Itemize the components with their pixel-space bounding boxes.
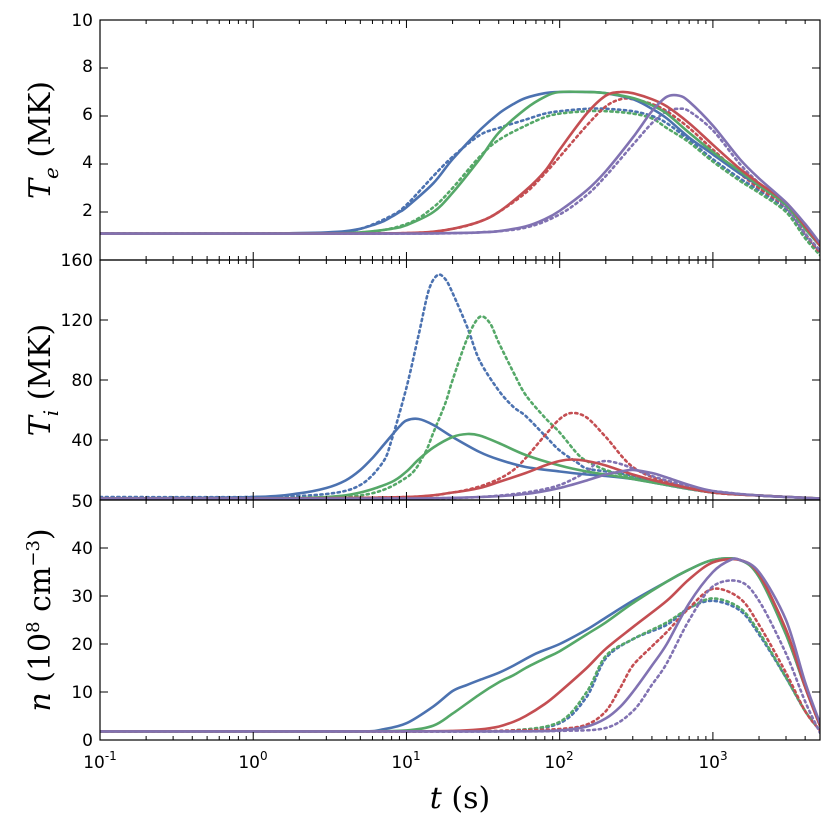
series-group [100,273,820,500]
series-group [100,557,820,735]
y-tick-label: 20 [71,635,93,655]
y-tick-label: 40 [71,431,93,451]
plot-frame [99,259,821,501]
y-axis-title-n: n (108 cm−3) [23,528,58,711]
x-tick-label: 101 [391,749,420,773]
y-tick-labels-Te: 2 4 6 8 10 [71,11,93,221]
series-Te-green-solid [100,90,820,247]
series-Te-blue-solid [100,90,820,247]
y-tick-label: 4 [82,153,93,173]
y-tick-label: 80 [71,371,93,391]
y-tick-label: 10 [71,11,93,31]
series-Ti-green-solid [100,432,820,500]
series-group [100,90,820,257]
y-tick-label: 10 [71,683,93,703]
series-Te-red-solid [100,90,820,247]
y-tick-label: 6 [82,105,93,125]
series-n-purple-solid [100,557,820,733]
series-Ti-red-solid [100,458,820,500]
y-tick-label: 0 [82,731,93,751]
x-tick-label: 102 [544,749,573,773]
y-tick-labels-n: 0 10 20 30 40 [71,539,93,751]
series-n-blue-solid [100,557,820,733]
series-Te-purple-solid [100,93,820,245]
series-Ti-red-dotted [100,411,820,500]
y-tick-label: 2 [82,201,93,221]
y-tick-label: 160 [61,251,93,271]
series-Te-red-dotted [100,97,820,255]
series-Ti-blue-dotted [100,273,820,500]
y-tick-labels-Ti: 50 40 80 120 160 [61,251,93,512]
plot-frame [99,499,821,741]
y-tick-label: 40 [71,539,93,559]
series-Ti-blue-solid [100,417,820,500]
series-n-green-solid [100,557,820,733]
series-Ti-purple-solid [100,468,820,500]
y-tick-label: 8 [82,57,93,77]
x-tick-label: 103 [698,749,727,773]
panel-Te [99,19,821,261]
x-axis-title: t (s) [430,781,490,816]
plot-frame [99,19,821,261]
y-tick-label: 120 [61,311,93,331]
series-n-blue-dotted [100,599,820,733]
y-axis-title-Te: Te (MK) [23,81,63,199]
panel-n [99,499,821,741]
panel-Ti [99,259,821,501]
series-n-red-dotted [100,587,820,733]
y-tick-label: 50 [71,492,93,512]
series-Ti-green-dotted [100,315,820,500]
x-tick-label: 100 [238,749,267,773]
x-tick-labels: 10-1 100 101 102 103 [83,749,727,773]
x-tick-label: 10-1 [83,749,117,773]
y-tick-label: 30 [71,587,93,607]
series-n-red-solid [100,557,820,733]
y-axis-title-Ti: Ti (MK) [23,324,63,437]
series-n-green-dotted [100,597,820,733]
